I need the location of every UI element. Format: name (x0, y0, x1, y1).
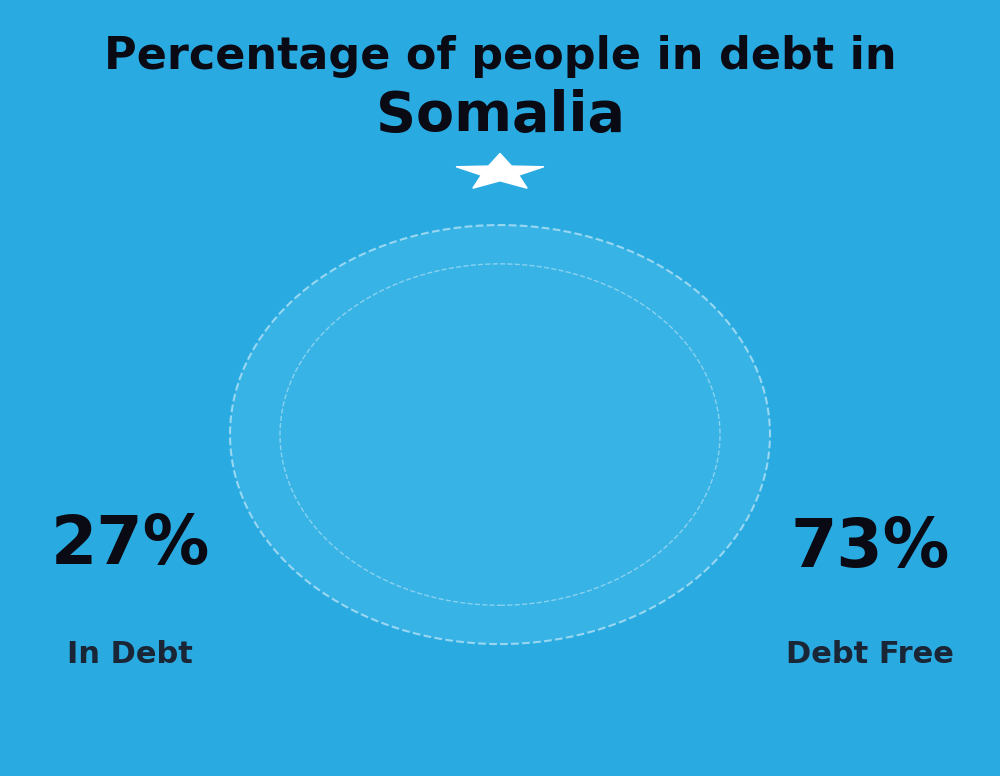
Circle shape (230, 225, 770, 644)
Text: Debt Free: Debt Free (786, 640, 954, 669)
Text: 27%: 27% (50, 512, 210, 578)
Polygon shape (456, 154, 544, 189)
Text: In Debt: In Debt (67, 640, 193, 669)
Text: 73%: 73% (790, 514, 950, 580)
Text: Percentage of people in debt in: Percentage of people in debt in (104, 35, 896, 78)
Text: Somalia: Somalia (376, 89, 624, 144)
